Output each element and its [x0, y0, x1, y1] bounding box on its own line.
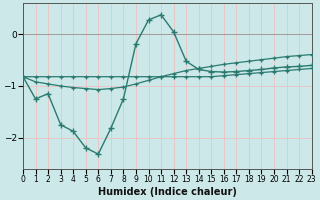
- X-axis label: Humidex (Indice chaleur): Humidex (Indice chaleur): [98, 187, 237, 197]
